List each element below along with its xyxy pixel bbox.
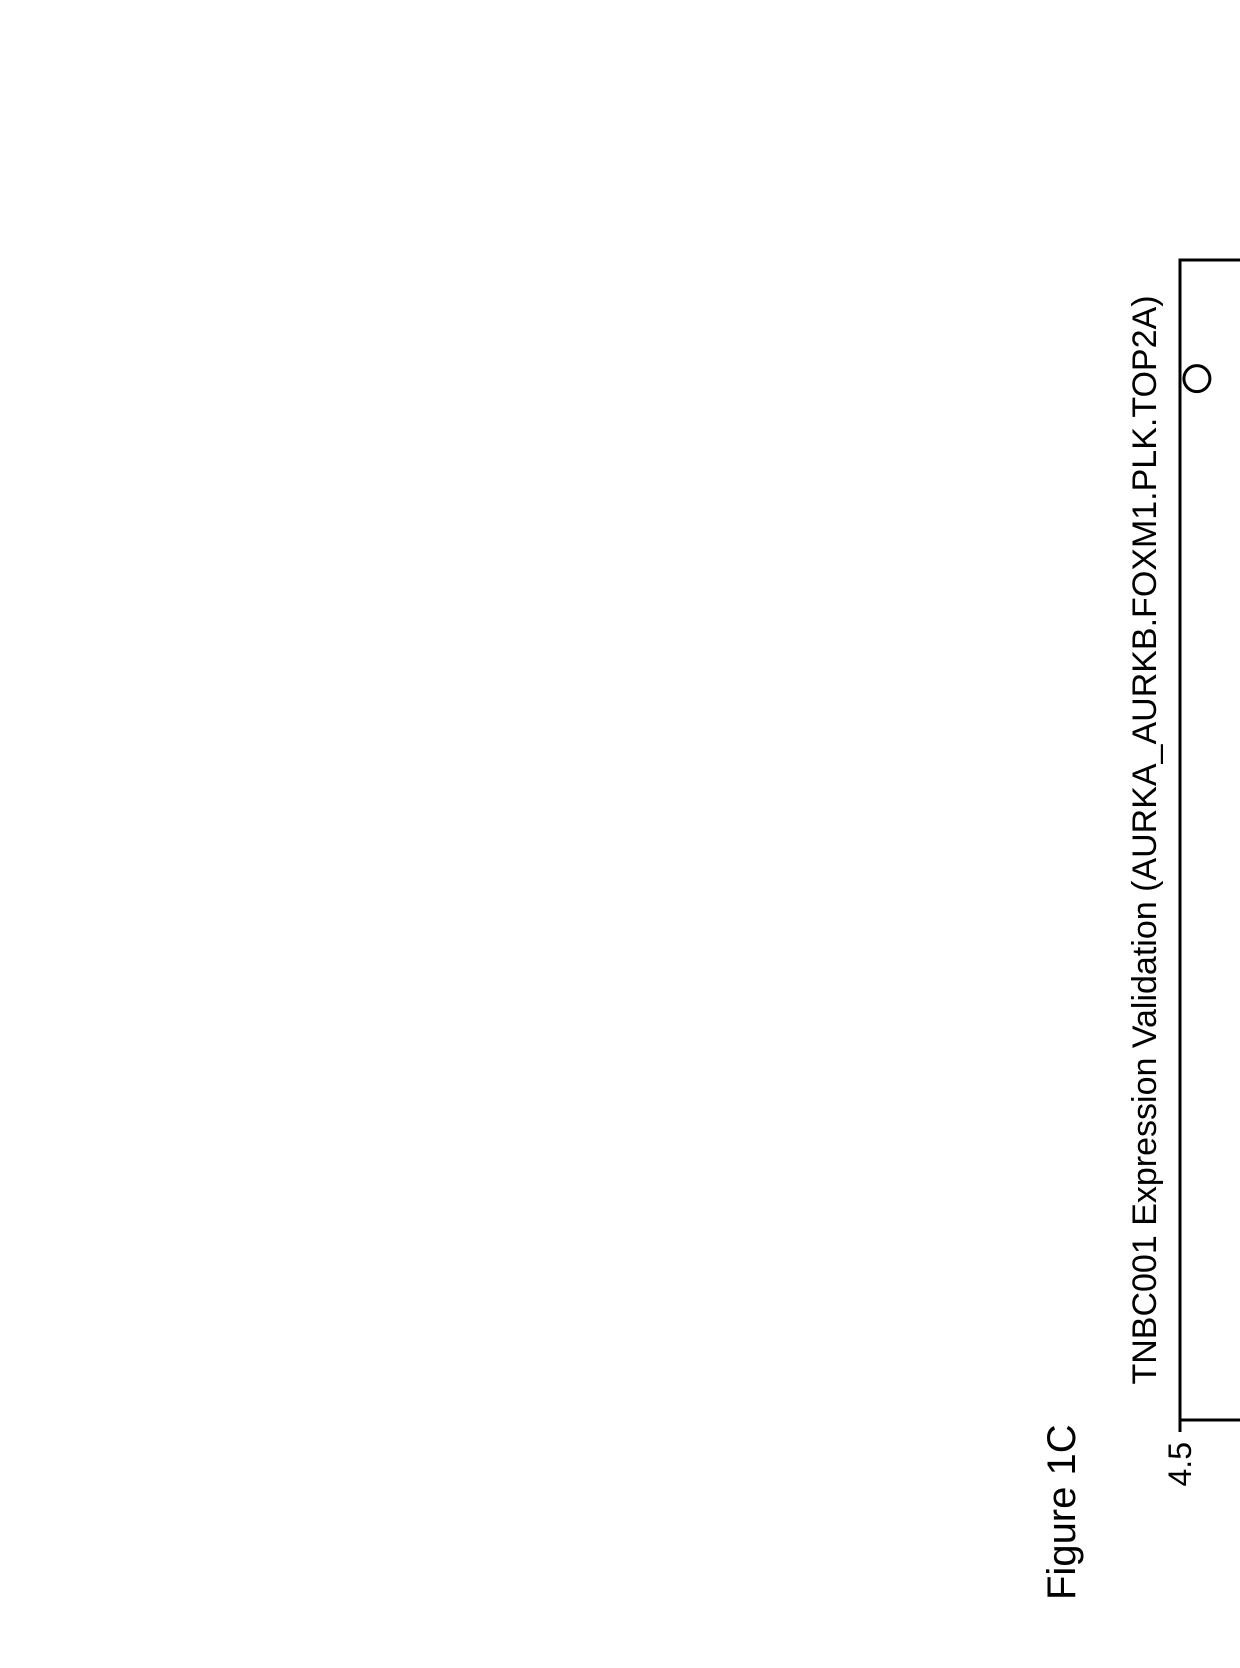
page: Figure 1C 55.566.577.588.599.511.522.533…	[0, 0, 1240, 1668]
y-tick-label: 4.5	[1162, 1442, 1198, 1486]
chart-background	[1100, 160, 1240, 1560]
scatter-chart: 55.566.577.588.599.511.522.533.544.5TNBC…	[1100, 160, 1240, 1560]
figure-caption: Figure 1C	[1040, 1424, 1085, 1600]
chart-svg: 55.566.577.588.599.511.522.533.544.5TNBC…	[1100, 160, 1240, 1560]
chart-title: TNBC001 Expression Validation (AURKA_AUR…	[1126, 295, 1164, 1384]
